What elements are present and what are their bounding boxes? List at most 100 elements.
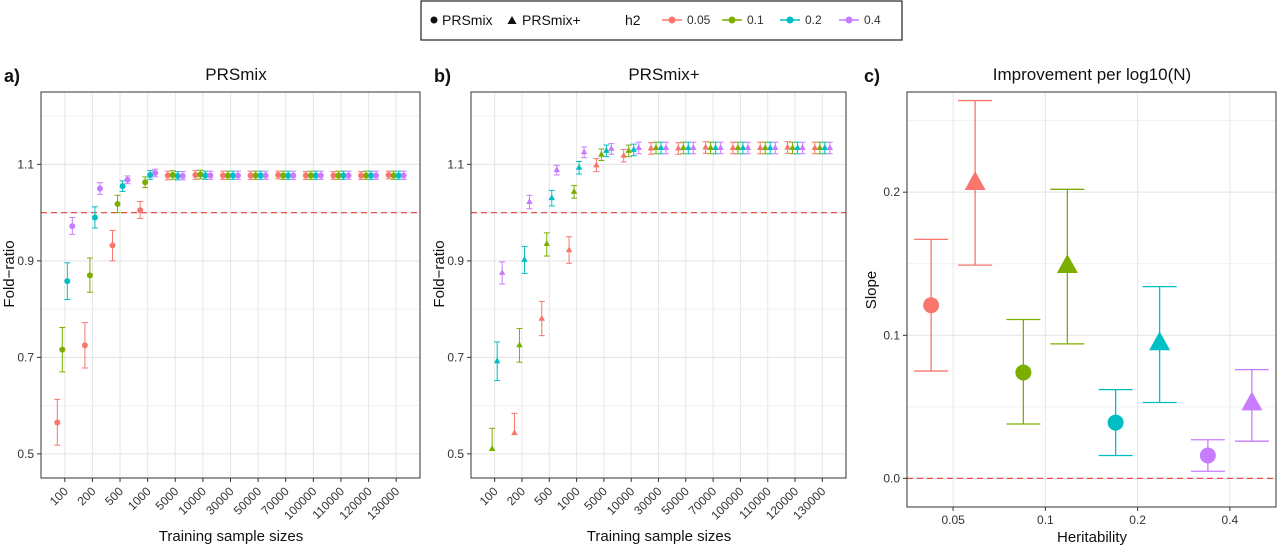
- x-tick-label: 500: [531, 484, 555, 508]
- data-point: [142, 179, 149, 186]
- data-point: [620, 151, 627, 158]
- data-point: [257, 172, 264, 179]
- data-point: [290, 172, 297, 179]
- y-tick-label: 1.1: [17, 157, 34, 171]
- data-point: [280, 172, 287, 179]
- y-tick-label: 0.9: [447, 254, 464, 268]
- data-point: [652, 144, 660, 150]
- data-point: [756, 144, 764, 150]
- legend-key-circle: [728, 16, 736, 24]
- legend-label-prsmix-plus: PRSmix+: [522, 12, 581, 28]
- slope-point: [1149, 331, 1171, 351]
- data-point: [717, 144, 724, 150]
- legend-frame: [420, 0, 903, 41]
- data-point: [488, 445, 496, 452]
- data-point: [330, 172, 337, 179]
- data-point: [538, 314, 546, 321]
- panel-a: a) PRSmix 0.50.70.91.1100 200 500100050001…: [1, 65, 421, 545]
- data-point: [96, 185, 103, 192]
- y-axis-title-a: Fold−ratio: [1, 240, 18, 307]
- legend-color-label: 0.1: [747, 13, 764, 27]
- y-axis-title-c: Slope: [863, 271, 880, 309]
- data-point: [395, 172, 402, 179]
- data-point: [826, 144, 834, 150]
- data-point: [712, 144, 719, 150]
- y-tick-label: 0.7: [447, 350, 464, 364]
- data-point: [81, 342, 88, 349]
- slope-point: [1241, 391, 1263, 411]
- data-point: [744, 144, 752, 150]
- x-tick-label: 30000: [203, 484, 237, 518]
- data-point: [575, 163, 583, 170]
- legend-color-label: 0.4: [864, 13, 881, 27]
- plot-area-b: 0.50.70.91.1100 200 5001000500010000300005…: [447, 91, 847, 522]
- data-point: [548, 194, 556, 201]
- data-point: [202, 172, 209, 179]
- data-point: [553, 166, 561, 173]
- data-point: [390, 172, 397, 179]
- x-tick-label: 10000: [176, 484, 210, 518]
- slope-point: [1107, 414, 1124, 431]
- data-point: [657, 144, 665, 150]
- data-point: [124, 176, 131, 183]
- data-point: [766, 144, 774, 150]
- data-point: [69, 223, 76, 230]
- data-point: [811, 144, 819, 150]
- x-axis-title-c: Heritability: [1057, 529, 1128, 546]
- slope-point: [964, 171, 986, 191]
- x-tick-label: 0.4: [1222, 513, 1239, 527]
- data-point: [54, 419, 61, 426]
- slope-point: [923, 297, 940, 314]
- data-point: [225, 172, 231, 179]
- data-point: [169, 171, 176, 178]
- data-point: [570, 188, 578, 194]
- data-point: [593, 161, 600, 168]
- data-point: [761, 144, 769, 150]
- data-point: [635, 144, 642, 150]
- data-point: [565, 246, 573, 253]
- panel-border: [906, 91, 1277, 508]
- data-point: [262, 172, 269, 179]
- data-point: [302, 172, 309, 179]
- data-point: [247, 172, 254, 179]
- data-point: [526, 198, 533, 204]
- panel-label-a: a): [4, 66, 20, 86]
- data-point: [543, 240, 551, 246]
- plot-area-c: 0.0 0.1 0.2 0.05 0.1 0.2 0.4: [883, 91, 1277, 527]
- legend-key-circle: [786, 16, 794, 24]
- x-tick-label: 30000: [631, 484, 665, 518]
- data-point: [598, 150, 605, 157]
- legend-key-circle: [845, 16, 853, 24]
- panel-title-c: Improvement per log10(N): [993, 65, 1191, 84]
- data-point: [358, 172, 365, 179]
- data-point: [340, 172, 347, 179]
- legend-circle-marker: [430, 16, 438, 24]
- data-point: [516, 341, 523, 348]
- data-point: [675, 144, 682, 151]
- data-point: [603, 147, 610, 153]
- x-tick-label: 200: [74, 484, 98, 508]
- data-point: [230, 172, 236, 179]
- legend: PRSmix PRSmix+ h2 0.05 0.1 0.2 0.4: [420, 0, 903, 41]
- x-tick-label: 1000: [125, 484, 154, 513]
- data-point: [702, 143, 709, 150]
- data-point: [739, 144, 747, 150]
- data-point: [363, 172, 370, 179]
- y-tick-label: 0.1: [883, 328, 900, 342]
- data-point: [680, 144, 687, 150]
- data-point: [59, 346, 66, 353]
- data-point: [207, 172, 214, 179]
- panel-border: [470, 91, 847, 479]
- slope-point: [1199, 447, 1216, 464]
- data-point: [252, 172, 259, 179]
- y-tick-label: 0.7: [17, 350, 34, 364]
- data-point: [707, 144, 714, 150]
- data-point: [109, 242, 116, 249]
- data-point: [235, 172, 241, 179]
- data-point: [317, 172, 324, 179]
- data-point: [192, 171, 199, 178]
- legend-color-label: 0.2: [805, 13, 822, 27]
- data-point: [498, 269, 506, 275]
- data-point: [335, 172, 342, 179]
